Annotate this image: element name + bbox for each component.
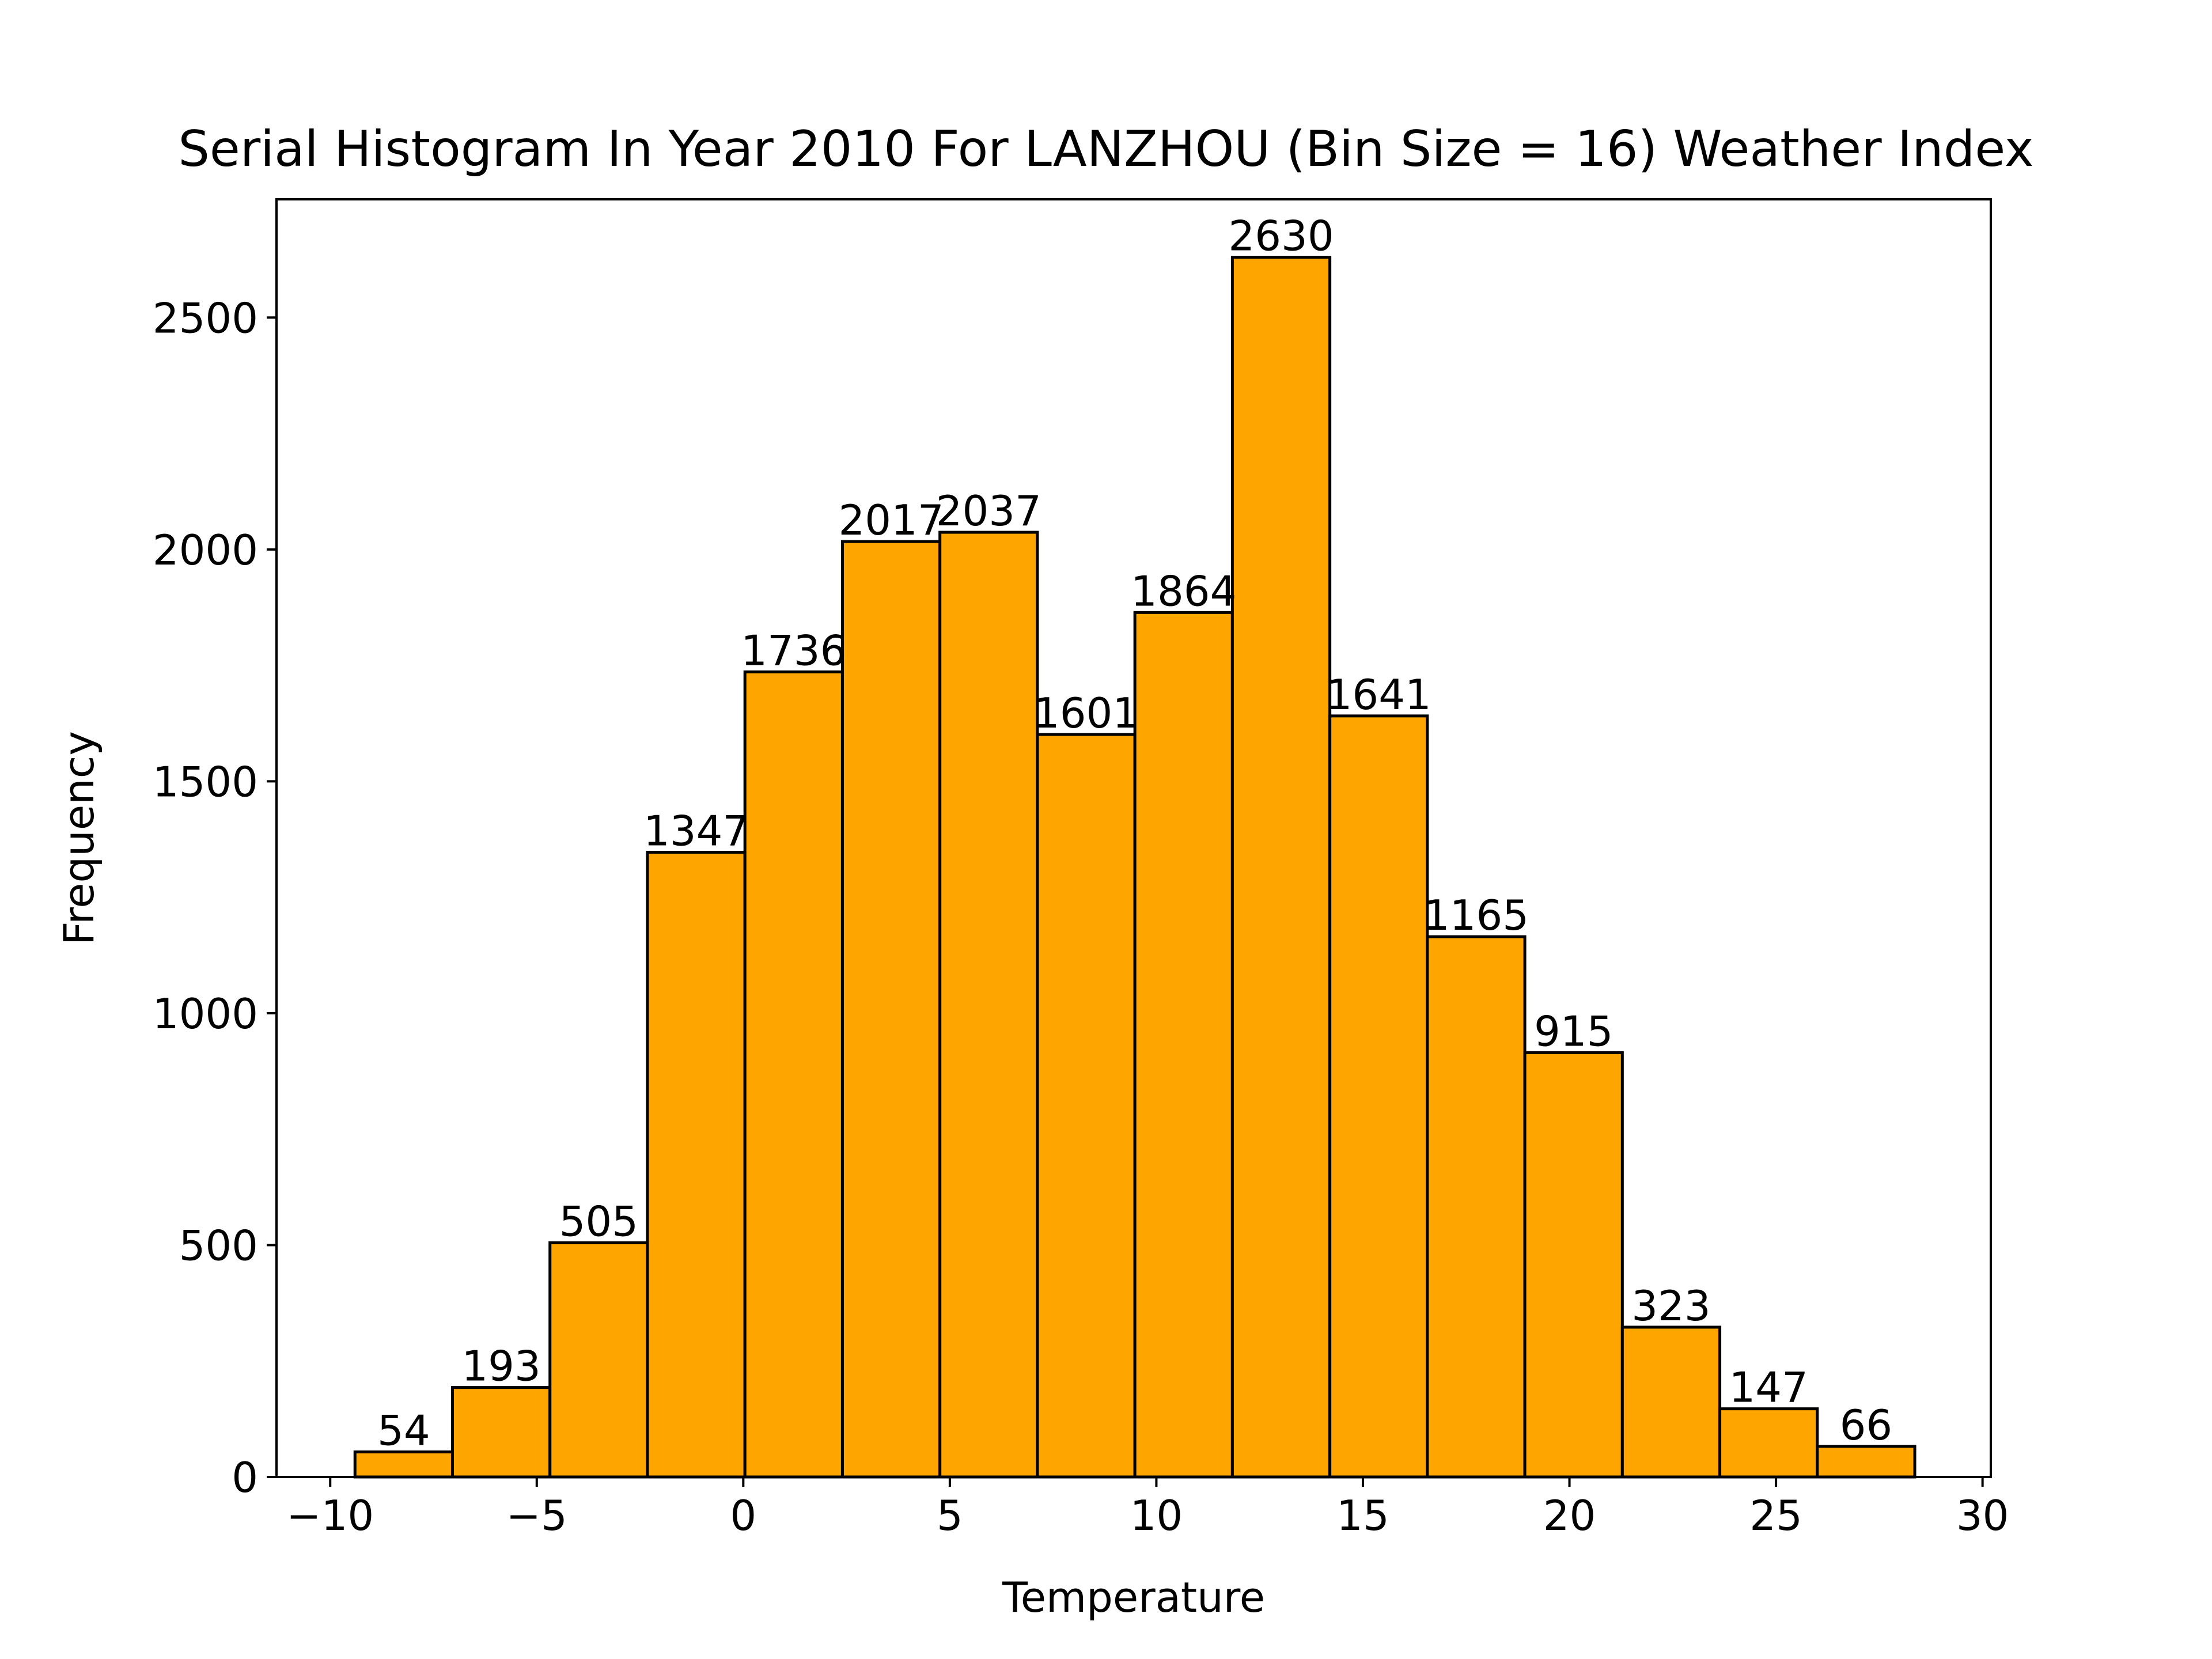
histogram-bar: [1328, 714, 1429, 1479]
bar-value-label: 323: [1631, 1282, 1710, 1330]
x-axis-label: Temperature: [1002, 1573, 1265, 1622]
x-tick-label: 25: [1749, 1491, 1802, 1540]
x-tick-label: 0: [730, 1491, 756, 1540]
chart-title: Serial Histogram In Year 2010 For LANZHO…: [178, 120, 2033, 178]
bar-value-label: 1347: [643, 807, 749, 855]
plot-frame: [275, 198, 1992, 1478]
bar-value-label: 147: [1729, 1363, 1808, 1412]
y-axis-label: Frequency: [55, 731, 103, 945]
bar-value-label: 505: [559, 1197, 638, 1245]
histogram-bar: [450, 1386, 552, 1479]
histogram-bar: [938, 531, 1039, 1479]
bar-value-label: 66: [1840, 1401, 1893, 1449]
x-axis-ticks: −10 −5 0 5 10 15 20 25 30: [286, 1477, 2009, 1540]
x-tick-label: −5: [506, 1491, 567, 1540]
y-tick-label: 2500: [153, 294, 258, 342]
histogram-bar: [1133, 611, 1234, 1479]
x-tick-label: 15: [1336, 1491, 1389, 1540]
x-tick-label: 20: [1543, 1491, 1596, 1540]
bar-value-label: 1641: [1326, 671, 1431, 719]
bar-value-label: 915: [1534, 1007, 1613, 1055]
x-tick-label: 30: [1956, 1491, 2009, 1540]
histogram-bar: [840, 540, 942, 1479]
bar-value-label: 1601: [1033, 689, 1139, 737]
histogram-bar: [1620, 1325, 1722, 1479]
histogram-bar: [1816, 1445, 1916, 1479]
bar-value-label: 54: [377, 1407, 430, 1455]
y-axis-ticks: 0 500 1000 1500 2000 2500: [153, 294, 276, 1502]
x-tick-label: 10: [1130, 1491, 1183, 1540]
bars-group: [353, 256, 1916, 1479]
histogram-bar: [548, 1241, 649, 1479]
histogram-bar: [353, 1450, 454, 1479]
histogram-bar: [743, 670, 844, 1479]
y-tick-label: 0: [232, 1453, 258, 1502]
x-tick-label: 5: [937, 1491, 963, 1540]
histogram-bar: [1036, 733, 1137, 1479]
histogram-bar: [1230, 256, 1332, 1479]
bar-value-label: 2017: [838, 496, 944, 544]
y-tick-label: 1000: [153, 990, 258, 1038]
histogram-bar: [646, 851, 747, 1479]
y-tick-label: 2000: [153, 526, 258, 574]
y-tick-label: 1500: [153, 757, 258, 806]
bar-value-label: 2037: [936, 487, 1041, 535]
bar-value-label: 1864: [1131, 567, 1236, 615]
bar-value-label: 193: [461, 1342, 540, 1391]
x-tick-label: −10: [286, 1491, 374, 1540]
histogram-bar: [1718, 1407, 1819, 1479]
bar-value-label: 1736: [741, 626, 846, 675]
histogram-bar: [1426, 935, 1527, 1479]
y-tick-label: 500: [179, 1221, 258, 1270]
bar-value-label: 2630: [1228, 212, 1334, 260]
bar-value-label: 1165: [1423, 891, 1529, 940]
histogram-bar: [1523, 1051, 1624, 1479]
